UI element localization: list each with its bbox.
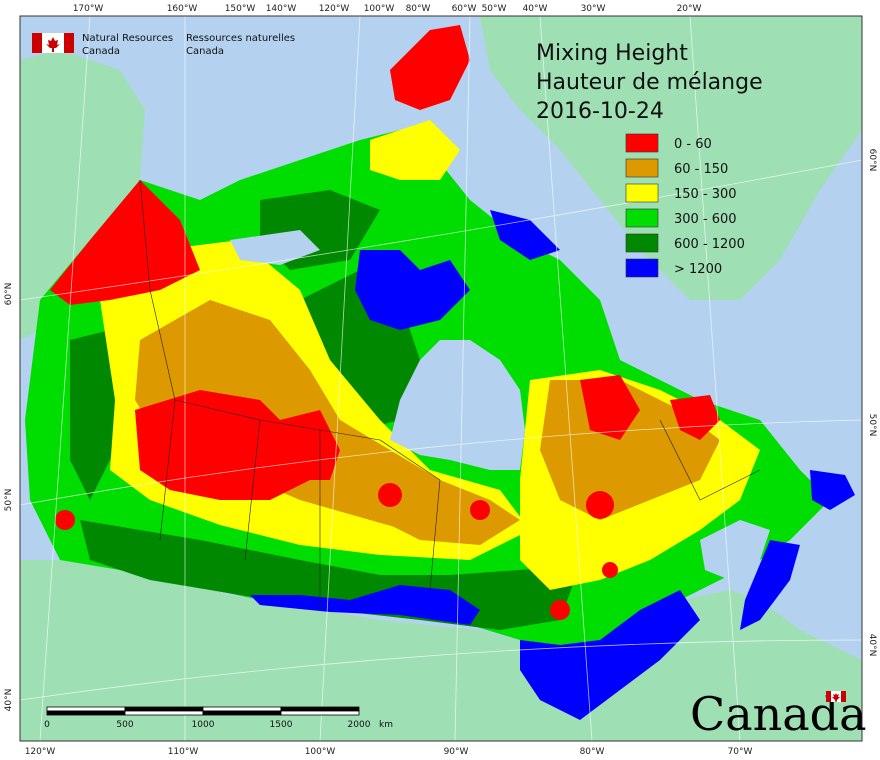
region-red-spot-4 <box>550 600 570 620</box>
province-borders <box>139 179 761 610</box>
tick-left: 50°N <box>4 489 14 512</box>
tick-right: 40°N <box>867 634 877 657</box>
map-title: Mixing Height Hauteur de mélange 2016-10… <box>536 41 763 124</box>
region-blue-newfoundland <box>810 470 855 510</box>
tick-bottom: 70°W <box>728 747 753 757</box>
legend-swatch <box>625 208 659 228</box>
tick-bottom: 100°W <box>305 747 336 757</box>
arctic-channels <box>230 230 320 265</box>
legend: 0 - 60 60 - 150 150 - 300 300 - 600 600 - 12… <box>625 133 745 278</box>
tick-right: 50°N <box>867 414 877 437</box>
right-tick-labels: 60°N 50°N 40°N <box>867 149 877 657</box>
hudson-bay <box>390 340 525 470</box>
tick-top: 160°W <box>167 4 198 14</box>
tick-top: 140°W <box>266 4 297 14</box>
greenland-land <box>480 16 862 300</box>
tick-top: 30°W <box>581 4 606 14</box>
bottom-tick-labels: 120°W 110°W 100°W 90°W 80°W 70°W <box>25 747 753 757</box>
legend-swatch <box>625 158 659 178</box>
region-red-spot-1 <box>586 491 614 519</box>
region-red-quebec-north <box>670 395 720 440</box>
legend-label: 600 - 1200 <box>674 237 745 252</box>
tick-top: 50°W <box>482 4 507 14</box>
legend-label: 60 - 150 <box>674 162 728 177</box>
map-frame <box>19 15 863 742</box>
region-blue-arctic <box>355 250 470 330</box>
tick-top: 100°W <box>364 4 395 14</box>
tick-right: 60°N <box>867 149 877 172</box>
tick-bottom: 90°W <box>444 747 469 757</box>
wordmark-flag-icon <box>826 691 846 702</box>
region-red-spot-5 <box>55 510 75 530</box>
legend-swatch <box>625 258 659 278</box>
canada-wordmark: Canada <box>690 687 867 741</box>
left-tick-labels: 60°N 50°N 40°N <box>4 283 14 712</box>
canada-flag-icon <box>32 33 74 53</box>
region-red-yukon <box>50 180 200 305</box>
tick-top: 80°W <box>406 4 431 14</box>
legend-swatch <box>625 233 659 253</box>
title-line1: Mixing Height <box>536 41 688 66</box>
region-yellow-arctic <box>370 120 460 180</box>
region-red-saskatchewan <box>135 390 310 500</box>
region-blue-ontario <box>520 590 700 720</box>
region-red-labrador <box>580 375 640 440</box>
agency-en-line2: Canada <box>82 46 120 57</box>
tick-left: 40°N <box>4 689 14 712</box>
scale-label: 0 <box>44 720 50 730</box>
scale-unit: km <box>379 720 393 730</box>
region-blue-southwest <box>250 585 480 625</box>
region-red-spot-3 <box>470 500 490 520</box>
title-line2: Hauteur de mélange <box>536 70 763 95</box>
scale-label: 1000 <box>192 720 215 730</box>
tick-top: 120°W <box>319 4 350 14</box>
legend-swatch <box>625 183 659 203</box>
legend-label: > 1200 <box>674 262 722 277</box>
scale-label: 500 <box>116 720 133 730</box>
region-orange-ontario <box>380 470 520 545</box>
alaska-land <box>20 50 145 340</box>
scale-label: 1500 <box>270 720 293 730</box>
tick-top: 170°W <box>73 4 104 14</box>
tick-left: 60°N <box>4 283 14 306</box>
legend-label: 150 - 300 <box>674 187 737 202</box>
tick-top: 20°W <box>677 4 702 14</box>
agency-fr-line1: Ressources naturelles <box>186 33 295 44</box>
tick-top: 40°W <box>523 4 548 14</box>
scale-label: 2000 <box>348 720 371 730</box>
region-red-spot-6 <box>602 562 618 578</box>
legend-label: 0 - 60 <box>674 137 712 152</box>
agency-en-line1: Natural Resources <box>82 33 173 44</box>
region-red-ellesmere <box>390 25 470 110</box>
scale-bar: 0 500 1000 1500 2000 km <box>44 706 393 730</box>
title-date: 2016-10-24 <box>536 99 664 124</box>
region-blue-maritimes <box>740 540 800 630</box>
region-blue-baffin <box>490 210 560 260</box>
tick-bottom: 80°W <box>580 747 605 757</box>
tick-bottom: 120°W <box>25 747 56 757</box>
tick-bottom: 110°W <box>168 747 199 757</box>
legend-label: 300 - 600 <box>674 212 737 227</box>
gulf-st-lawrence <box>700 520 770 580</box>
graticule <box>20 16 862 741</box>
tick-top: 60°W <box>452 4 477 14</box>
region-red-spot-2 <box>378 483 402 507</box>
agency-signature: Natural Resources Canada Ressources natu… <box>32 33 295 57</box>
legend-swatch <box>625 133 659 153</box>
top-tick-labels: 170°W 160°W 150°W 140°W 120°W 100°W 80°W… <box>73 4 702 14</box>
agency-fr-line2: Canada <box>186 46 224 57</box>
tick-top: 150°W <box>225 4 256 14</box>
usa-land <box>20 560 862 741</box>
